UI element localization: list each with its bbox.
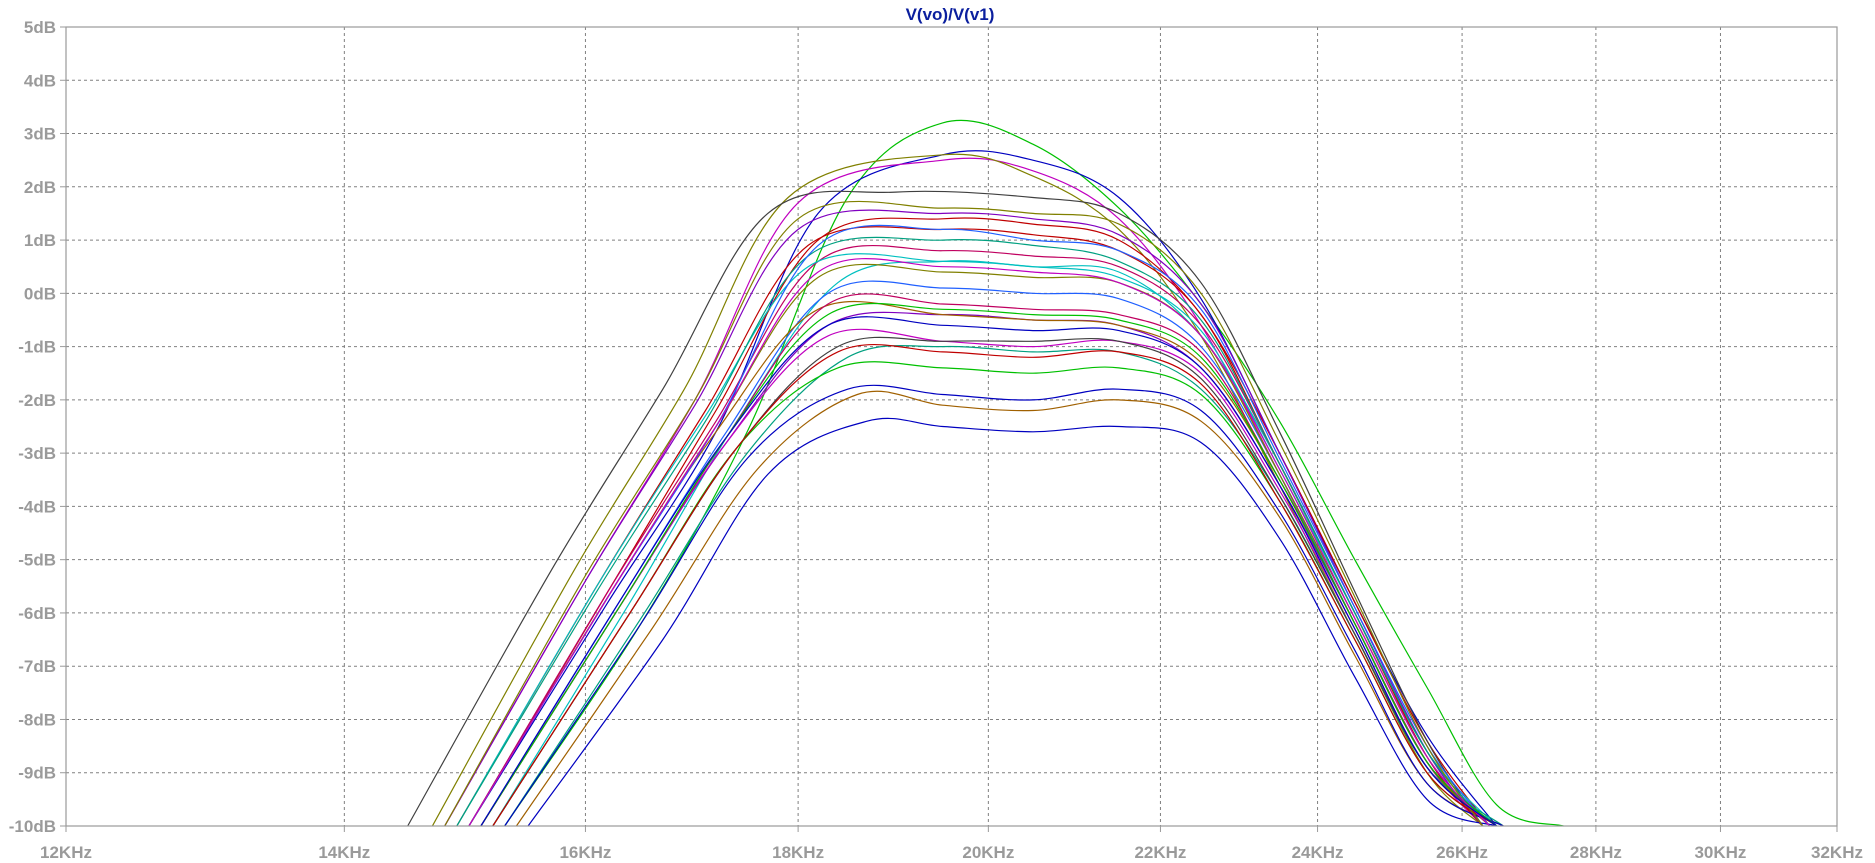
y-tick-label: -7dB (18, 657, 56, 676)
x-tick-label: 24KHz (1292, 843, 1344, 862)
trace-line-23 (456, 236, 1491, 827)
trace-line-11 (527, 417, 1497, 827)
trace-line-10 (515, 390, 1504, 827)
y-tick-label: -5dB (18, 551, 56, 570)
trace-line-17 (480, 328, 1497, 827)
y-tick-label: 5dB (24, 18, 56, 37)
x-tick-label: 16KHz (559, 843, 611, 862)
y-tick-label: -4dB (18, 497, 56, 516)
y-tick-label: -8dB (18, 710, 56, 729)
x-tick-label: 14KHz (318, 843, 370, 862)
x-tick-label: 26KHz (1436, 843, 1488, 862)
trace-line-21 (504, 384, 1504, 827)
grid-lines (66, 27, 1837, 826)
x-tick-label: 28KHz (1570, 843, 1622, 862)
y-tick-label: 4dB (24, 71, 56, 90)
trace-line-26 (492, 344, 1497, 827)
y-tick-label: -10dB (9, 817, 56, 836)
x-tick-label: 18KHz (772, 843, 824, 862)
trace-line-9 (504, 344, 1504, 827)
y-tick-label: 0dB (24, 284, 56, 303)
x-tick-label: 12KHz (40, 843, 92, 862)
trace-line-28 (480, 302, 1497, 827)
trace-line-27 (444, 200, 1484, 827)
y-tick-label: -6dB (18, 604, 56, 623)
y-tick-label: -2dB (18, 391, 56, 410)
trace-line-7 (407, 190, 1484, 827)
x-tick-label: 20KHz (962, 843, 1014, 862)
trace-line-13 (480, 280, 1497, 827)
y-tick-label: -9dB (18, 764, 56, 783)
trace-line-1 (504, 119, 1564, 827)
trace-line-20 (468, 301, 1491, 827)
traces (407, 119, 1564, 827)
trace-line-18 (456, 253, 1491, 827)
trace-line-12 (468, 244, 1491, 827)
chart-title: V(vo)/V(v1) (906, 5, 995, 24)
trace-line-5 (468, 217, 1491, 827)
y-tick-label: -3dB (18, 444, 56, 463)
trace-line-19 (444, 209, 1484, 827)
trace-line-29 (468, 258, 1491, 827)
y-tick-label: -1dB (18, 338, 56, 357)
y-axis-ticks: 5dB 4dB 3dB 2dB 1dB 0dB -1dB -2dB -3dB -4dB -5dB -6… (9, 18, 66, 836)
trace-line-3 (444, 157, 1484, 827)
trace-line-14 (492, 361, 1497, 827)
y-tick-label: 1dB (24, 231, 56, 250)
trace-line-30 (480, 316, 1497, 827)
x-tick-label: 32KHz (1811, 843, 1863, 862)
y-tick-label: 2dB (24, 178, 56, 197)
trace-line-4 (431, 153, 1484, 827)
plot-frame (65, 26, 1838, 827)
trace-line-22 (492, 336, 1497, 827)
y-tick-label: 3dB (24, 125, 56, 144)
x-tick-label: 22KHz (1134, 843, 1186, 862)
x-tick-label: 30KHz (1694, 843, 1746, 862)
x-axis-ticks: 12KHz 14KHz 16KHz 18KHz 20KHz 22KHz 24KHz 26KHz… (40, 826, 1863, 862)
trace-line-25 (468, 224, 1491, 827)
